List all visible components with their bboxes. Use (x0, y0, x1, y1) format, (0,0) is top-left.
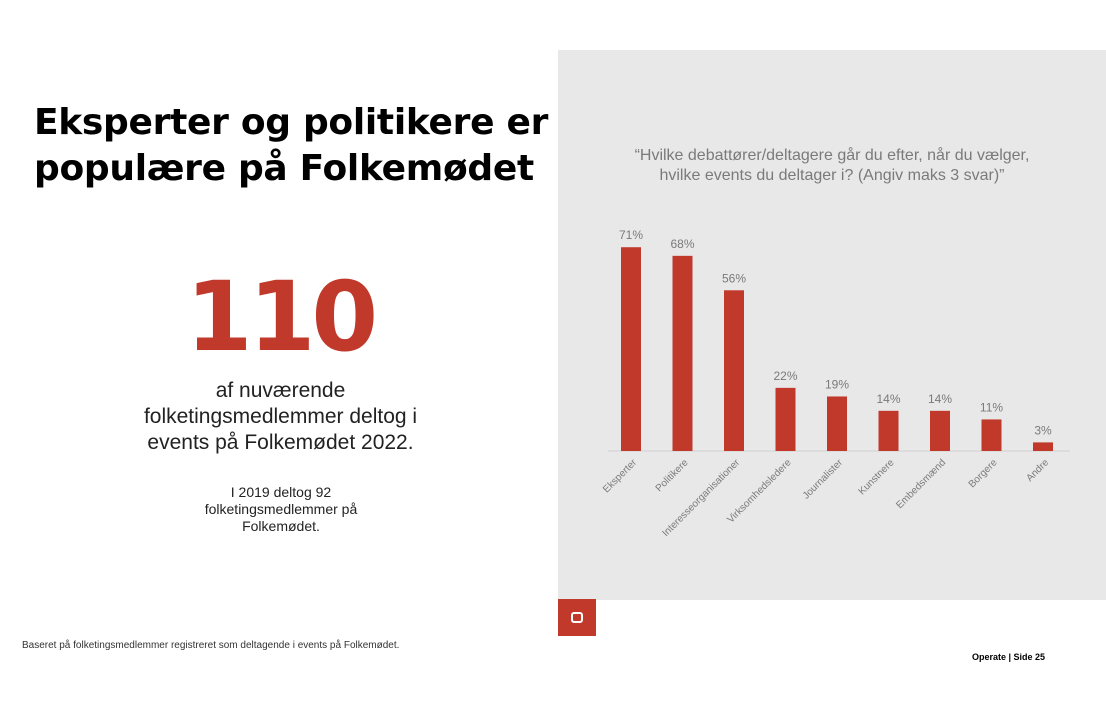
caption-line-2: folketingsmedlemmer deltog i (143, 405, 418, 428)
bar-6 (930, 410, 950, 451)
data-label-1: 68% (670, 237, 694, 251)
x-tick-label-5: Kunstnere (857, 457, 897, 497)
data-label-6: 14% (928, 392, 952, 406)
caption-line-3: events på Folkemødet 2022. (147, 431, 414, 454)
source-footnote: Baseret på folketingsmedlemmer registrer… (22, 640, 400, 651)
x-tick-label-0: Eksperter (601, 457, 640, 496)
data-label-2: 56% (722, 271, 746, 285)
data-label-3: 22% (773, 369, 797, 383)
sub-line-3: Folkemødet. (242, 518, 320, 534)
data-label-0: 71% (619, 228, 643, 242)
bar-1 (672, 255, 693, 451)
slide-title: Eksperter og politikere er populære på F… (34, 100, 554, 192)
bar-5 (878, 410, 899, 451)
x-tick-label-6: Embedsmænd (894, 457, 948, 511)
x-tick-label-1: Politikere (654, 457, 691, 494)
x-tick-label-4: Journalister (801, 457, 846, 502)
survey-question: “Hvilke debattører/deltagere går du efte… (558, 146, 1106, 186)
data-label-5: 14% (876, 392, 900, 406)
sub-line-2: folketingsmedlemmer på (204, 501, 358, 517)
ring-logo-icon (571, 612, 583, 623)
bar-4 (827, 396, 847, 451)
data-label-8: 3% (1034, 423, 1052, 437)
comparison-note: I 2019 deltog 92 folketingsmedlemmer på … (176, 484, 386, 535)
caption-line-1: af nuværende (215, 379, 346, 402)
bar-3 (775, 387, 796, 451)
question-line-1: “Hvilke debattører/deltagere går du efte… (634, 147, 1030, 164)
bar-chart: 71%Eksperter68%Politikere56%Interesseorg… (601, 228, 1070, 539)
headline-number: 110 (185, 261, 378, 373)
brand-logo (558, 599, 596, 636)
data-label-7: 11% (980, 400, 1003, 414)
bar-2 (724, 290, 744, 451)
title-line-2: populære på Folkemødet (34, 148, 534, 189)
bar-7 (981, 419, 1002, 451)
chart-panel (558, 50, 1106, 600)
question-line-2: hvilke events du deltager i? (Angiv maks… (659, 167, 1005, 184)
x-tick-label-7: Borgere (967, 457, 1000, 490)
headline-caption: af nuværende folketingsmedlemmer deltog … (108, 378, 453, 456)
bar-0 (621, 247, 641, 451)
bar-8 (1033, 442, 1053, 451)
title-line-1: Eksperter og politikere er (34, 102, 549, 143)
sub-line-1: I 2019 deltog 92 (230, 484, 332, 500)
data-label-4: 19% (825, 377, 849, 391)
x-tick-label-8: Andre (1024, 457, 1051, 484)
page-footer: Operate | Side 25 (972, 652, 1046, 662)
